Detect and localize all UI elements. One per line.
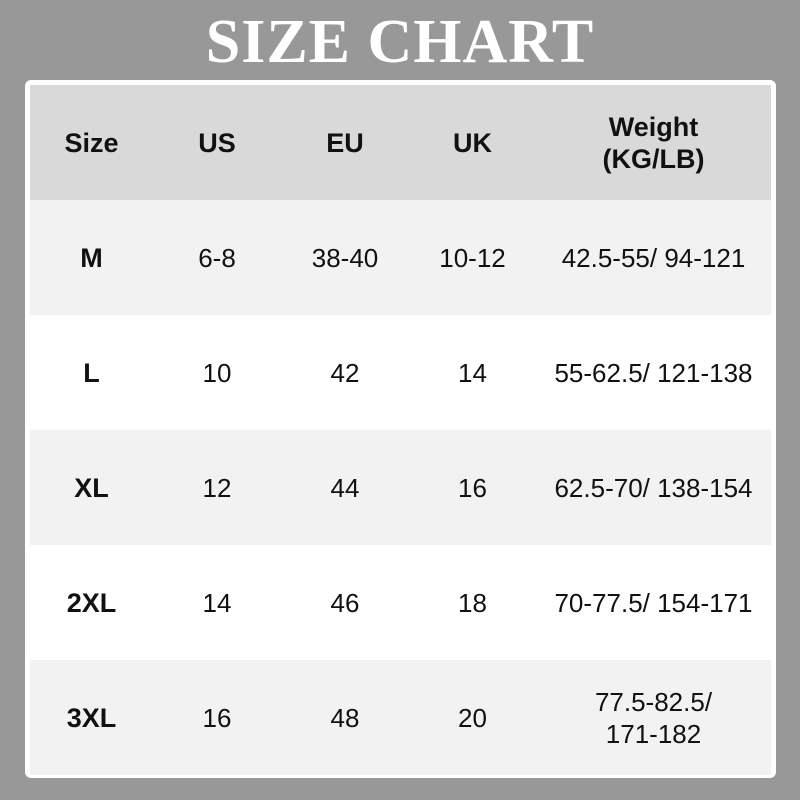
header-weight: Weight (KG/LB) — [536, 85, 771, 200]
cell-size: 3XL — [30, 660, 153, 775]
cell-eu: 48 — [281, 660, 409, 775]
cell-uk: 16 — [409, 430, 536, 545]
cell-weight: 77.5-82.5/ 171-182 — [536, 660, 771, 775]
table-row: 3XL 16 48 20 77.5-82.5/ 171-182 — [30, 660, 771, 775]
header-eu: EU — [281, 85, 409, 200]
cell-weight: 70-77.5/ 154-171 — [536, 545, 771, 660]
cell-us: 14 — [153, 545, 281, 660]
table-row: 2XL 14 46 18 70-77.5/ 154-171 — [30, 545, 771, 660]
cell-uk: 14 — [409, 315, 536, 430]
header-weight-line1: Weight — [608, 111, 699, 142]
cell-eu: 42 — [281, 315, 409, 430]
header-size: Size — [30, 85, 153, 200]
cell-weight: 55-62.5/ 121-138 — [536, 315, 771, 430]
cell-eu: 44 — [281, 430, 409, 545]
cell-weight: 42.5-55/ 94-121 — [536, 200, 771, 315]
table-row: L 10 42 14 55-62.5/ 121-138 — [30, 315, 771, 430]
header-uk: UK — [409, 85, 536, 200]
header-us: US — [153, 85, 281, 200]
size-chart-card: Size US EU UK Weight (KG/LB) M 6-8 38-40 10-… — [25, 80, 776, 778]
table-header-row: Size US EU UK Weight (KG/LB) — [30, 85, 771, 200]
cell-eu: 46 — [281, 545, 409, 660]
cell-us: 6-8 — [153, 200, 281, 315]
cell-us: 10 — [153, 315, 281, 430]
table-row: M 6-8 38-40 10-12 42.5-55/ 94-121 — [30, 200, 771, 315]
table-row: XL 12 44 16 62.5-70/ 138-154 — [30, 430, 771, 545]
cell-uk: 18 — [409, 545, 536, 660]
cell-us: 12 — [153, 430, 281, 545]
cell-eu: 38-40 — [281, 200, 409, 315]
cell-us: 16 — [153, 660, 281, 775]
cell-uk: 20 — [409, 660, 536, 775]
cell-size: XL — [30, 430, 153, 545]
cell-weight: 62.5-70/ 138-154 — [536, 430, 771, 545]
cell-size: 2XL — [30, 545, 153, 660]
cell-uk: 10-12 — [409, 200, 536, 315]
header-weight-line2: (KG/LB) — [602, 143, 705, 174]
size-table: Size US EU UK Weight (KG/LB) M 6-8 38-40 10-… — [30, 85, 771, 775]
cell-size: M — [30, 200, 153, 315]
cell-size: L — [30, 315, 153, 430]
page-title: SIZE CHART — [205, 8, 595, 76]
